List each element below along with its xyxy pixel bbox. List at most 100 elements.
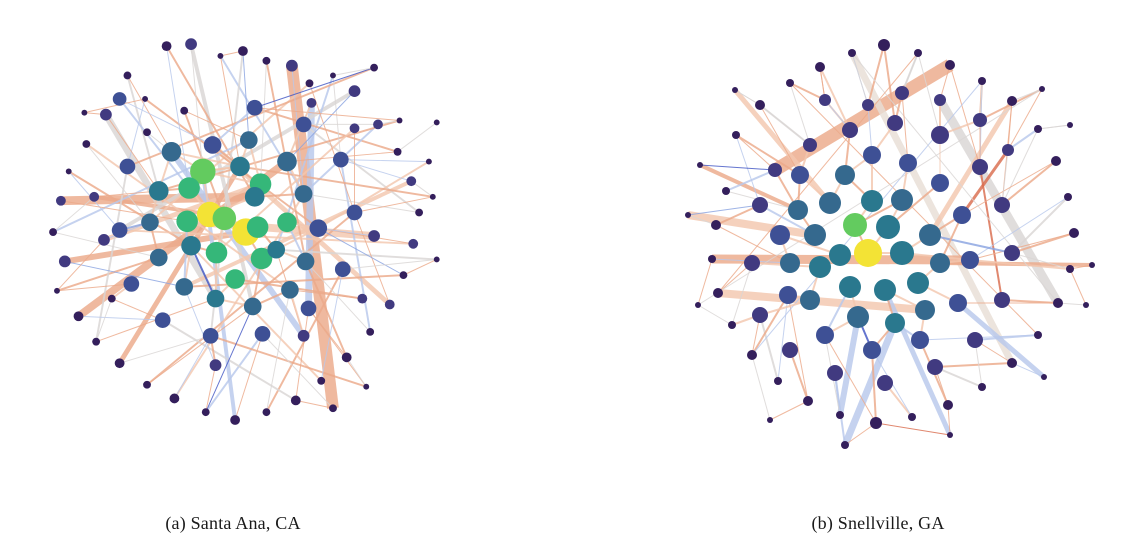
graph-edge — [735, 134, 776, 171]
graph-node — [393, 147, 402, 156]
graph-node — [816, 326, 834, 344]
graph-edge — [851, 52, 1059, 304]
graph-edge — [717, 52, 919, 294]
graph-edge — [697, 304, 733, 326]
graph-node — [931, 126, 949, 144]
graph-node — [994, 197, 1010, 213]
graph-edge — [875, 422, 951, 436]
graph-edge — [166, 46, 190, 189]
graph-node — [780, 253, 800, 273]
graph-node — [433, 119, 440, 126]
graph-node — [770, 225, 790, 245]
graph-node — [768, 163, 782, 177]
graph-node — [732, 87, 738, 93]
graph-edge — [239, 165, 433, 198]
graph-edge — [397, 122, 438, 153]
graph-edge — [1007, 100, 1013, 151]
graph-node — [767, 417, 773, 423]
graph-node — [1066, 265, 1074, 273]
graph-edge — [262, 333, 334, 409]
graph-edge — [1001, 128, 1039, 206]
graph-edge — [735, 134, 761, 206]
graph-edge — [111, 298, 163, 321]
graph-node — [262, 408, 271, 417]
graph-node — [295, 116, 312, 133]
graph-edge — [917, 52, 941, 136]
graph-node — [927, 359, 943, 375]
graph-edge — [759, 314, 779, 382]
graph-node — [201, 408, 210, 417]
graph-node — [297, 329, 310, 342]
graph-node — [978, 77, 986, 85]
graph-node — [181, 235, 201, 256]
graph-node — [836, 411, 844, 419]
graph-edge — [126, 75, 160, 192]
graph-node — [433, 256, 440, 263]
graph-edge — [901, 52, 919, 94]
graph-node — [708, 255, 716, 263]
graph-edge — [205, 306, 254, 413]
graph-edge — [276, 248, 437, 261]
graph-edge — [929, 234, 1013, 254]
graph-node — [209, 359, 222, 372]
graph-edge — [254, 107, 400, 121]
graph-edge — [184, 274, 404, 288]
graph-node — [827, 365, 843, 381]
graph-edge — [1001, 149, 1009, 206]
graph-edge — [789, 82, 1039, 336]
graph-edge — [834, 372, 846, 446]
graph-node — [930, 253, 950, 273]
graph-edge — [759, 104, 811, 146]
graph-node — [149, 248, 168, 267]
graph-node — [406, 176, 417, 187]
graph-edge — [824, 334, 877, 424]
graph-edge — [1011, 88, 1043, 102]
graph-node — [408, 238, 419, 249]
graph-edge — [687, 211, 816, 239]
graph-node — [366, 327, 375, 336]
subfigure-a — [10, 0, 470, 470]
graph-node — [788, 200, 808, 220]
graph-node — [949, 294, 967, 312]
graph-edge — [305, 261, 371, 333]
graph-node — [891, 189, 913, 211]
graph-node — [907, 272, 929, 294]
graph-node — [281, 281, 299, 299]
graph-node — [290, 395, 301, 406]
graph-node — [728, 321, 736, 329]
graph-node — [348, 85, 361, 97]
graph-node — [1007, 96, 1017, 106]
graph-edge — [1001, 160, 1057, 206]
graph-edge — [837, 316, 861, 416]
graph-node — [309, 219, 328, 237]
graph-node — [349, 123, 360, 134]
graph-edge — [969, 232, 1075, 261]
graph-edge — [949, 64, 981, 168]
graph-node — [246, 216, 269, 238]
graph-node — [874, 279, 896, 301]
graph-node — [870, 417, 882, 429]
graph-node — [190, 158, 216, 185]
graph-node — [148, 181, 169, 201]
graph-edge — [934, 366, 983, 388]
graph-node — [887, 115, 903, 131]
graph-node — [305, 79, 314, 88]
graph-node — [1067, 122, 1073, 128]
graph-edge — [332, 67, 375, 76]
graph-edge — [867, 44, 885, 106]
graph-edge — [85, 143, 151, 223]
graph-node — [934, 94, 946, 106]
graph-node — [373, 119, 383, 130]
graph-node — [1034, 331, 1042, 339]
graph-edge — [146, 306, 254, 386]
graph-edge — [927, 99, 1015, 237]
graph-node — [819, 192, 841, 214]
graph-node — [225, 269, 245, 289]
graph-node — [994, 292, 1010, 308]
graph-node — [119, 158, 136, 175]
graph-edge — [699, 163, 799, 212]
graph-node — [1069, 228, 1079, 238]
graph-node — [81, 109, 88, 116]
graph-node — [363, 383, 370, 390]
graph-node — [332, 151, 349, 168]
